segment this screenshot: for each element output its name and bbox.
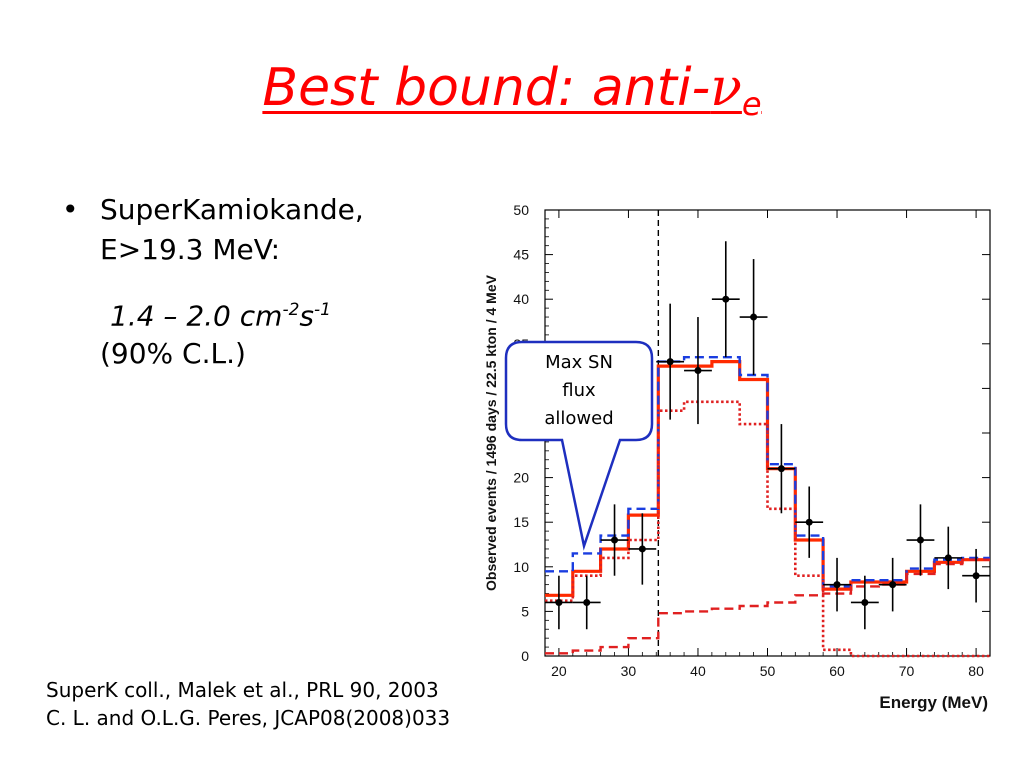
bullet-line-2: E>19.3 MeV: xyxy=(100,233,281,266)
x-axis-label: Energy (MeV) xyxy=(879,693,988,712)
data-point xyxy=(666,358,674,366)
y-axis-label: Observed events / 1496 days / 22.5 kton … xyxy=(483,274,499,591)
x-tick-label: 80 xyxy=(968,663,984,679)
callout-line-3: allowed xyxy=(544,408,613,429)
references: SuperK coll., Malek et al., PRL 90, 2003… xyxy=(46,676,450,732)
y-tick-label: 50 xyxy=(513,202,529,218)
flux-bound: 1.4 – 2.0 cm-2s-1 xyxy=(110,290,331,336)
data-point xyxy=(916,536,924,544)
bullet-marker: • xyxy=(62,193,79,226)
series-group xyxy=(545,210,990,658)
bullet-line-1: SuperKamiokande, xyxy=(100,193,364,226)
x-tick-label: 20 xyxy=(551,663,567,679)
confidence-level: (90% C.L.) xyxy=(100,337,246,370)
title-subscript: e xyxy=(741,85,762,123)
reference-1: SuperK coll., Malek et al., PRL 90, 2003 xyxy=(46,678,439,702)
data-point xyxy=(722,295,730,303)
y-tick-label: 10 xyxy=(513,559,529,575)
slide-title: Best bound: anti-νe xyxy=(0,58,1024,123)
y-tick-label: 15 xyxy=(513,514,529,530)
callout-box xyxy=(504,340,654,551)
data-point xyxy=(583,598,591,606)
histogram-chart: 0510152025303540455020304050607080 Obser… xyxy=(483,202,991,712)
reference-2: C. L. and O.L.G. Peres, JCAP08(2008)033 xyxy=(46,706,451,730)
x-tick-label: 40 xyxy=(690,663,706,679)
y-tick-label: 0 xyxy=(521,648,529,664)
data-points-group xyxy=(545,241,990,630)
callout-line-2: flux xyxy=(562,380,596,401)
data-point xyxy=(889,581,897,589)
histogram-series-3 xyxy=(545,558,990,655)
bound-exp-2: -1 xyxy=(313,300,331,320)
y-tick-label: 20 xyxy=(513,470,529,486)
x-tick-label: 60 xyxy=(829,663,845,679)
data-point xyxy=(833,581,841,589)
y-tick-label: 45 xyxy=(513,247,529,263)
data-point xyxy=(611,536,619,544)
bound-unit-s: s xyxy=(299,299,314,333)
bullet-item: SuperKamiokande, E>19.3 MeV: xyxy=(100,190,364,270)
data-point xyxy=(944,554,952,562)
data-point xyxy=(555,598,563,606)
data-point xyxy=(777,465,785,473)
y-tick-label: 5 xyxy=(521,603,529,619)
histogram-series-0 xyxy=(545,360,990,597)
data-point xyxy=(638,545,646,553)
data-point xyxy=(861,598,869,606)
data-point xyxy=(972,572,980,580)
data-point xyxy=(750,313,758,321)
bound-value: 1.4 – 2.0 cm xyxy=(110,299,283,333)
callout: Max SN flux allowed xyxy=(504,340,654,551)
title-nu-symbol: ν xyxy=(710,58,742,118)
title-text: Best bound: anti- xyxy=(262,58,711,118)
x-tick-label: 30 xyxy=(621,663,637,679)
x-tick-label: 70 xyxy=(899,663,915,679)
histogram-series-2 xyxy=(545,400,990,658)
x-tick-label: 50 xyxy=(760,663,776,679)
data-point xyxy=(694,367,702,375)
callout-line-1: Max SN xyxy=(545,352,613,373)
y-tick-label: 40 xyxy=(513,291,529,307)
bound-exp-1: -2 xyxy=(282,300,300,320)
histogram-series-1 xyxy=(545,356,990,588)
data-point xyxy=(805,518,813,526)
